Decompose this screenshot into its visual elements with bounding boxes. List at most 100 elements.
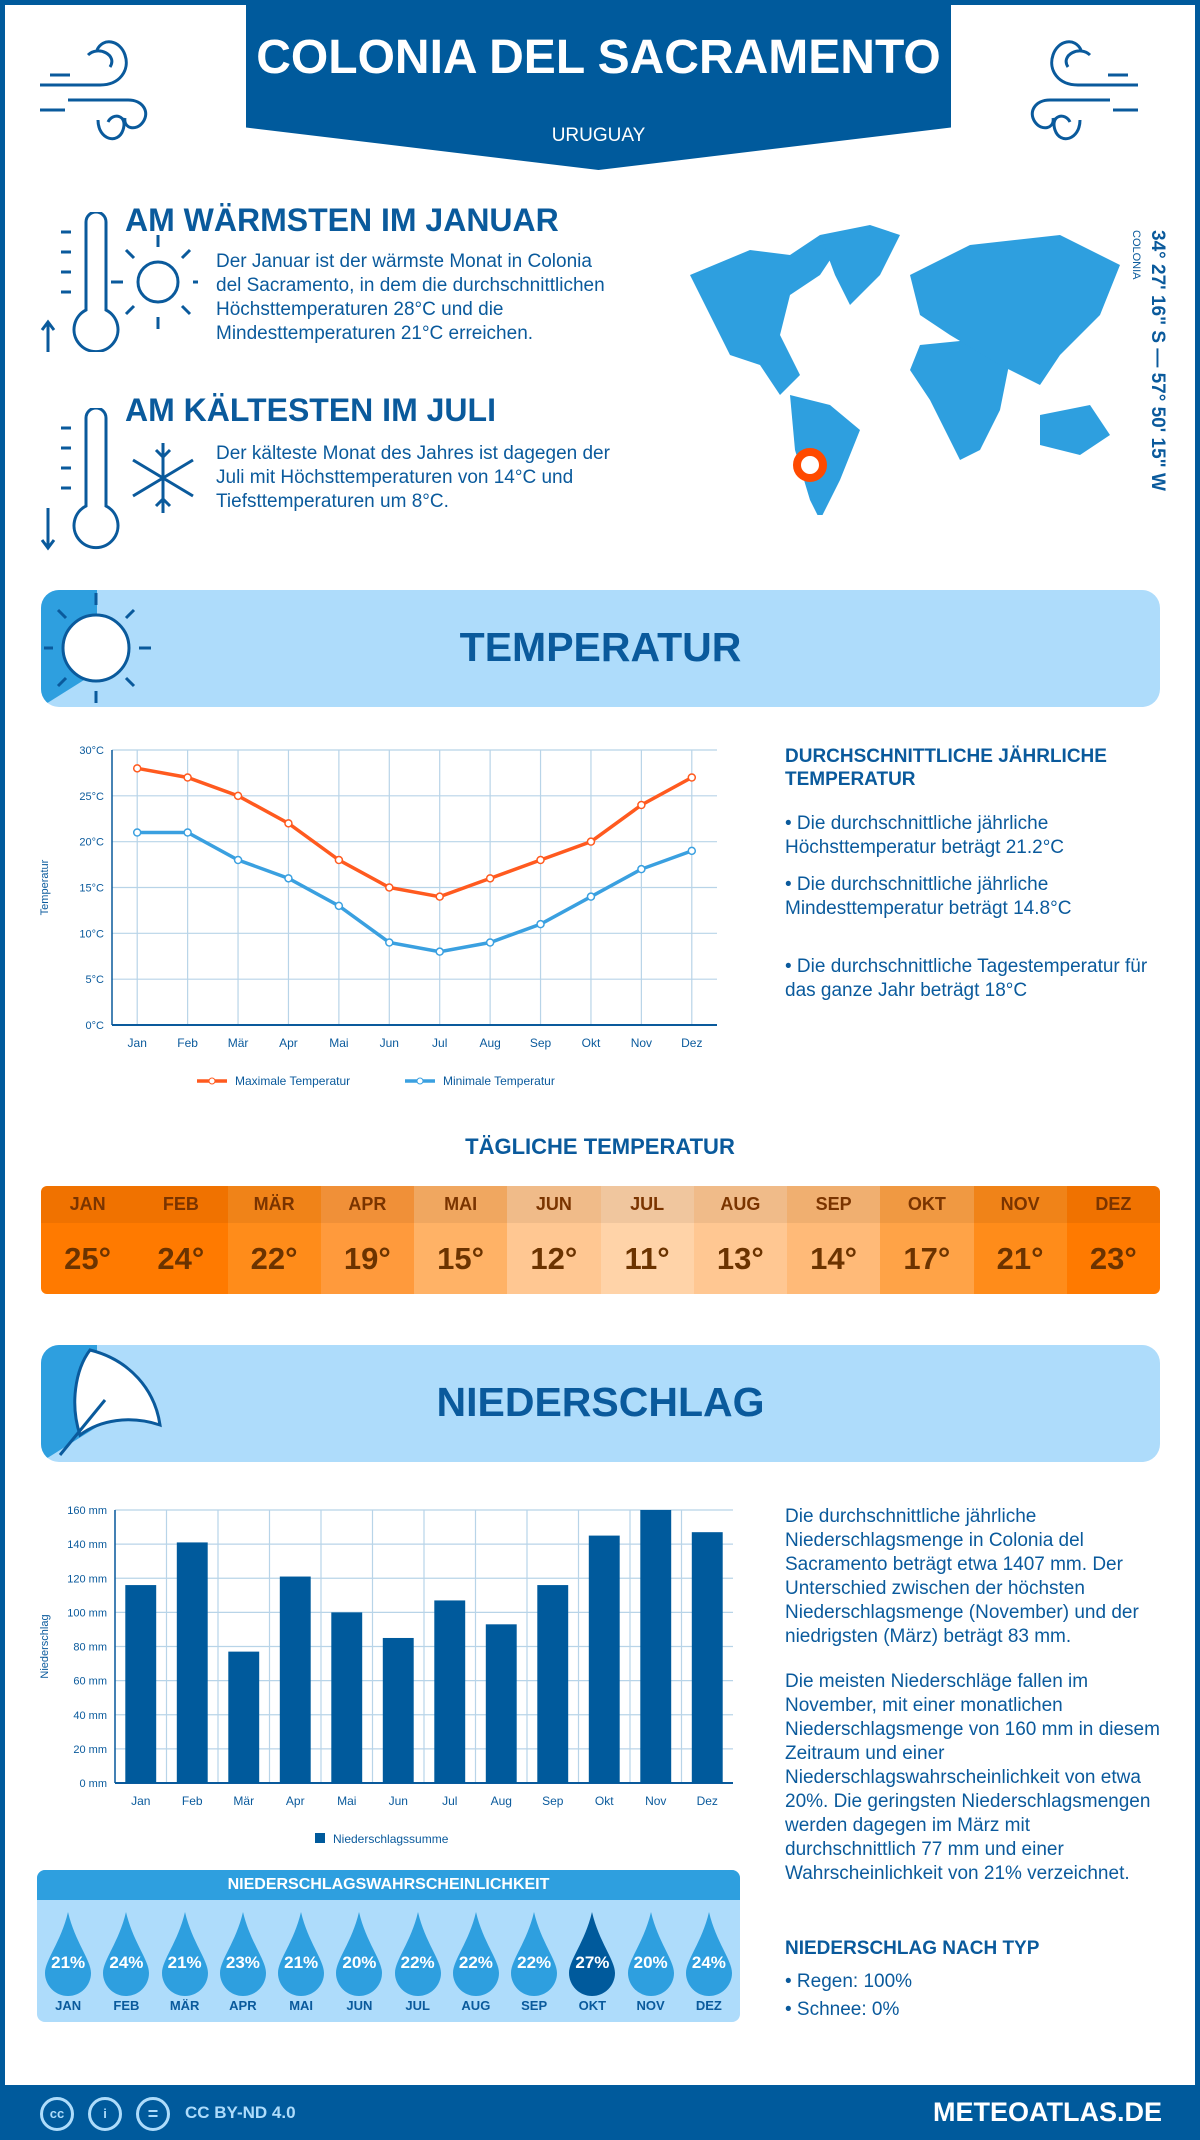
precip-bar [691, 1532, 723, 1783]
daily-temp-cell: JAN 25° [41, 1186, 135, 1294]
probability-value: 23% [225, 1953, 260, 1972]
x-tick-label: Sep [530, 1036, 552, 1050]
month-label: AUG [461, 1998, 491, 2013]
x-tick-label: Apr [286, 1794, 305, 1808]
warmest-title: AM WÄRMSTEN IM JANUAR [125, 202, 559, 238]
probability-value: 24% [691, 1953, 726, 1972]
brand-link[interactable]: METEOATLAS.DE [933, 2097, 1162, 2127]
x-tick-label: Okt [595, 1794, 614, 1808]
daily-temp-value: 22° [250, 1240, 298, 1276]
month-label: APR [320, 1186, 414, 1223]
y-axis-label: Temperatur [39, 859, 51, 915]
precip-bar [588, 1535, 620, 1783]
daily-temp-value: 24° [157, 1240, 205, 1276]
x-tick-label: Nov [645, 1794, 666, 1808]
data-point [435, 892, 444, 901]
month-label: JUL [405, 1998, 430, 2013]
daily-temp-cell: JUL 11° [600, 1186, 694, 1294]
legend-label: Maximale Temperatur [235, 1074, 350, 1088]
data-point [183, 773, 192, 782]
annual-max-bullet: • Die durchschnittliche jährliche Höchst… [785, 813, 1065, 858]
month-label: NOV [636, 1998, 665, 2013]
map-place-label: COLONIA [1130, 230, 1142, 280]
daily-temp-value: 12° [530, 1240, 578, 1276]
month-label: MÄR [227, 1186, 321, 1223]
x-tick-label: Okt [582, 1036, 601, 1050]
daily-temp-value: 21° [996, 1240, 1044, 1276]
probability-drop: 20% NOV [622, 1900, 680, 2020]
daily-temp-cell: JUN 12° [507, 1186, 601, 1294]
daily-temp-value: 17° [903, 1240, 951, 1276]
warmest-text: Der Januar ist der wärmste Monat in Colo… [216, 251, 605, 344]
series-line [136, 766, 693, 899]
precip-bar [434, 1600, 466, 1783]
raindrop-icon [219, 1912, 266, 1996]
data-point [687, 846, 697, 856]
data-point [536, 855, 545, 865]
y-tick-label: 25°C [79, 791, 104, 803]
attribution-icon: i [88, 2097, 122, 2131]
probability-value: 24% [109, 1953, 144, 1972]
coldest-title: AM KÄLTESTEN IM JULI [125, 392, 496, 428]
daily-temp-cell: NOV 21° [973, 1186, 1067, 1294]
month-label: NOV [973, 1186, 1067, 1223]
probability-drop: 21% MAI [272, 1900, 330, 2020]
precip-bar [331, 1612, 363, 1783]
y-tick-label: 100 mm [67, 1607, 107, 1619]
annual-min-bullet: • Die durchschnittliche jährliche Mindes… [785, 874, 1072, 919]
probability-value: 21% [284, 1953, 319, 1972]
month-label: DEZ [1066, 1186, 1160, 1223]
daily-temp-cell: SEP 14° [787, 1186, 881, 1294]
probability-drop: 20% JUN [330, 1900, 388, 2020]
data-point [334, 901, 344, 911]
month-label: APR [229, 1998, 257, 2013]
data-point [536, 919, 545, 929]
y-axis-label: Niederschlag [39, 1614, 51, 1678]
x-tick-label: Dez [697, 1794, 718, 1808]
probability-value: 21% [167, 1953, 202, 1972]
daily-temp-value: 14° [810, 1240, 858, 1276]
legend-swatch [315, 1833, 325, 1843]
rain-share: • Regen: 100% [785, 1971, 913, 1992]
probability-value: 21% [51, 1953, 86, 1972]
legend-marker [208, 1077, 216, 1085]
x-tick-label: Dez [681, 1036, 702, 1050]
month-label: FEB [113, 1998, 140, 2013]
raindrop-icon [336, 1912, 383, 1996]
legend-label: Minimale Temperatur [443, 1074, 555, 1088]
probability-drop: 21% JAN [39, 1900, 97, 2020]
probability-drop: 23% APR [214, 1900, 272, 2020]
month-label: DEZ [695, 1998, 722, 2013]
x-tick-label: Apr [279, 1036, 298, 1050]
y-tick-label: 120 mm [67, 1573, 107, 1585]
thermometer-sun-icon [40, 212, 198, 352]
data-point [435, 947, 444, 956]
daily-temp-cell: OKT 17° [880, 1186, 974, 1294]
daily-temp-value: 19° [343, 1240, 391, 1276]
data-point [637, 800, 646, 810]
month-label: MÄR [169, 1998, 200, 2013]
coordinates: 34° 27' 16" S — 57° 50' 15" W [1147, 230, 1168, 491]
data-point [132, 764, 142, 773]
y-tick-label: 0°C [86, 1020, 105, 1032]
x-tick-label: Aug [491, 1794, 512, 1808]
raindrop-icon [394, 1912, 441, 1996]
month-label: JAN [41, 1186, 135, 1223]
daily-temp-value: 11° [624, 1240, 670, 1276]
raindrop-icon [511, 1912, 557, 1996]
temperature-title: TEMPERATUR [459, 624, 742, 670]
y-tick-label: 60 mm [73, 1676, 107, 1688]
x-tick-label: Feb [177, 1036, 198, 1050]
data-point [334, 855, 344, 865]
daily-temp-value: 25° [64, 1240, 112, 1276]
series-line [137, 830, 693, 954]
annual-mean-bullet: • Die durchschnittliche Tagestemperatur … [785, 956, 1148, 1001]
probability-value: 22% [400, 1953, 435, 1972]
precip-text-2: Die meisten Niederschläge fallen im Nove… [785, 1671, 1160, 1884]
y-tick-label: 20°C [79, 837, 104, 849]
precip-probability-panel: NIEDERSCHLAGSWAHRSCHEINLICHKEIT 21% JAN 24… [37, 1870, 740, 2022]
probability-drop: 22% AUG [447, 1900, 505, 2020]
data-point [637, 864, 646, 874]
city-title: COLONIA DEL SACRAMENTO [256, 31, 941, 84]
x-tick-label: Sep [542, 1794, 564, 1808]
